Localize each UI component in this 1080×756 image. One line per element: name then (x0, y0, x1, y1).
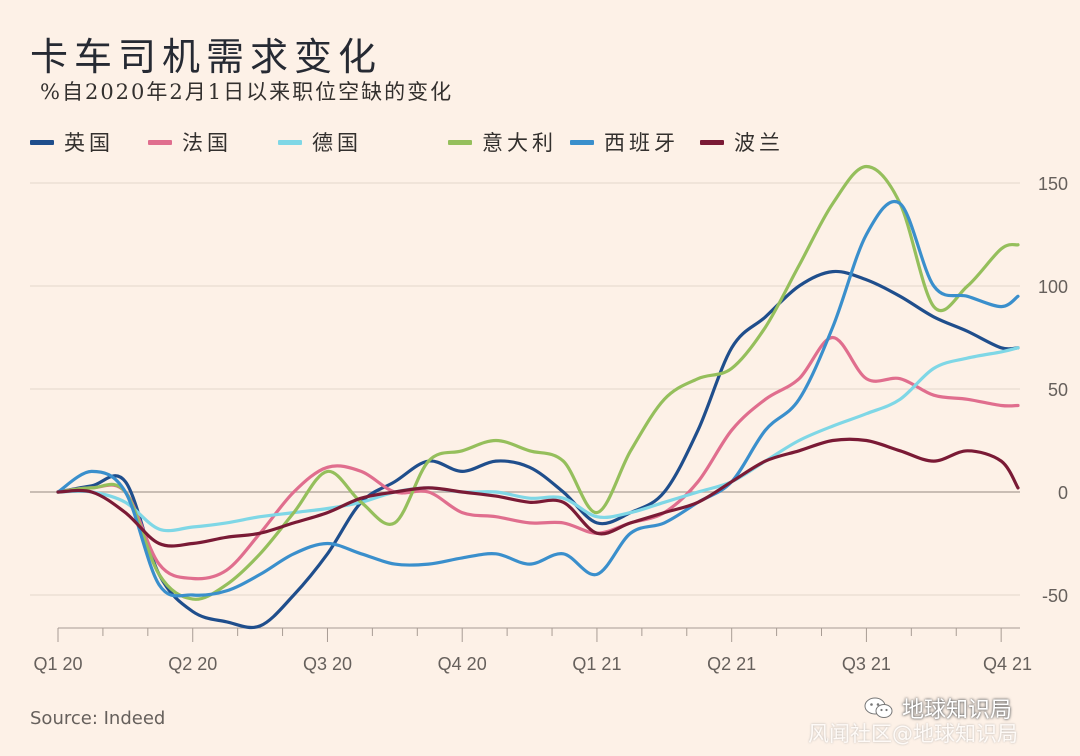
legend-item: 意大利 (448, 128, 557, 156)
legend-item: 西班牙 (570, 128, 679, 156)
y-tick-label: 100 (1038, 277, 1068, 297)
y-tick-label: 50 (1048, 380, 1068, 400)
x-tick-label: Q1 20 (33, 654, 82, 674)
legend-swatch (30, 139, 54, 145)
legend-label: 波兰 (734, 131, 784, 155)
watermark-secondary: 风闻社区@地球知识局 (808, 722, 1018, 746)
watermark: 地球知识局 (864, 692, 1012, 724)
legend-swatch (448, 139, 472, 145)
legend-label: 德国 (312, 131, 362, 155)
legend-swatch (700, 139, 724, 145)
x-tick-label: Q2 20 (168, 654, 217, 674)
watermark-main: 地球知识局 (902, 698, 1013, 723)
x-tick-label: Q2 21 (707, 654, 756, 674)
chart-title: 卡车司机需求变化 (30, 35, 383, 79)
legend-label: 西班牙 (604, 131, 679, 155)
chart-legend: 英国 法国 德国 意大利 西班牙 波兰 (0, 128, 1080, 158)
legend-label: 意大利 (482, 131, 557, 155)
x-tick-label: Q3 21 (842, 654, 891, 674)
legend-item: 波兰 (700, 128, 784, 156)
x-tick-label: Q4 21 (983, 654, 1032, 674)
grid-lines (30, 182, 1020, 596)
legend-swatch (148, 139, 172, 145)
wechat-icon (864, 697, 893, 718)
y-tick-label: 0 (1058, 483, 1068, 503)
series-line (56, 437, 1020, 548)
chart-subtitle: %自2020年2月1日以来职位空缺的变化 (40, 80, 454, 104)
legend-swatch (570, 139, 594, 145)
legend-item: 法国 (148, 128, 232, 156)
legend-swatch (278, 139, 302, 145)
y-axis-ticks: -50 0 50 100 150 (1038, 174, 1068, 606)
series-line (56, 335, 1020, 581)
legend-item: 德国 (278, 128, 362, 156)
x-tick-label: Q3 20 (303, 654, 352, 674)
y-tick-label: 150 (1038, 174, 1068, 194)
legend-label: 英国 (64, 131, 114, 155)
legend-item: 英国 (30, 128, 114, 156)
series-lines (56, 164, 1020, 630)
line-chart: -50 0 50 100 150 Q1 20 Q2 20 Q3 20 Q4 20 Q1 21 Q2… (30, 164, 1068, 674)
x-tick-label: Q1 21 (572, 654, 621, 674)
series-line (56, 200, 1020, 598)
legend-label: 法国 (182, 131, 232, 155)
x-axis: Q1 20 Q2 20 Q3 20 Q4 20 Q1 21 Q2 21 Q3 21 Q4 21 (33, 627, 1032, 674)
series-line (56, 164, 1020, 601)
y-tick-label: -50 (1042, 586, 1068, 606)
series-line (56, 346, 1020, 533)
source-note: Source: Indeed (30, 708, 166, 729)
x-tick-label: Q4 20 (438, 654, 487, 674)
series-line (56, 269, 1020, 630)
